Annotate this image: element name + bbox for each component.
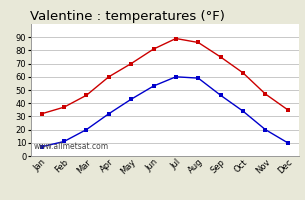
Text: www.allmetsat.com: www.allmetsat.com xyxy=(33,142,108,151)
Text: Valentine : temperatures (°F): Valentine : temperatures (°F) xyxy=(30,10,225,23)
